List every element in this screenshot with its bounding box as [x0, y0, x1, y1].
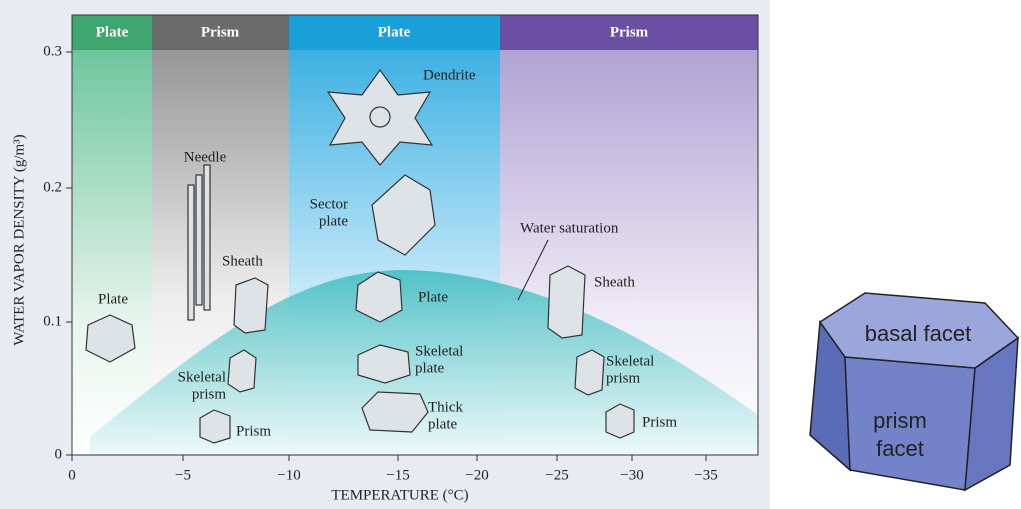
- facet-label: basal facet: [865, 321, 971, 346]
- crystal-label: Needle: [184, 149, 227, 165]
- x-tick-label: −20: [465, 467, 488, 483]
- y-axis-label: WATER VAPOR DENSITY (g/m³): [11, 134, 27, 345]
- x-tick-label: −30: [620, 467, 643, 483]
- region-label: Prism: [610, 24, 649, 40]
- y-tick-label: 0.2: [43, 179, 62, 195]
- x-axis-label: TEMPERATURE (°C): [331, 487, 468, 503]
- crystal-label: Thick: [428, 399, 463, 415]
- x-tick-label: 0: [68, 467, 76, 483]
- crystal-label: Skeletal: [178, 369, 226, 385]
- facet-label: prism: [873, 408, 927, 433]
- region-label: Plate: [96, 24, 129, 40]
- crystal-label: prism: [192, 386, 227, 402]
- x-tick-label: −15: [386, 467, 409, 483]
- region-label: Plate: [378, 24, 411, 40]
- crystal-label: Dendrite: [423, 67, 476, 83]
- crystal-label: Plate: [98, 291, 128, 307]
- crystal-label: Prism: [642, 414, 677, 430]
- facet-diagram: [809, 292, 1020, 492]
- crystal-label: Sheath: [222, 253, 263, 269]
- annotation: Water saturation: [520, 220, 619, 236]
- x-tick-label: −10: [277, 467, 300, 483]
- x-tick-label: −35: [694, 467, 717, 483]
- y-tick-label: 0.1: [43, 313, 62, 329]
- crystal-label: plate: [415, 360, 444, 376]
- crystal-label: Plate: [418, 289, 448, 305]
- region-header: [152, 15, 289, 50]
- y-tick-label: 0: [55, 446, 63, 462]
- x-tick-label: −25: [545, 467, 568, 483]
- crystal-label: Prism: [236, 423, 271, 439]
- annotation-line: [517, 239, 549, 301]
- crystal-label: Sheath: [594, 274, 635, 290]
- y-tick-label: 0.3: [43, 43, 62, 59]
- crystal-label: Sector: [310, 196, 348, 212]
- axis-ticks: 0 0.1 0.2 0.3 0 −5 −10 −15 −20 −25 −30 −35: [43, 43, 717, 483]
- region-header: [289, 15, 500, 50]
- crystal-label: plate: [319, 213, 348, 229]
- crystal-label: plate: [428, 416, 457, 432]
- crystal-shapes: [85, 68, 635, 444]
- plot-frame: [71, 14, 759, 456]
- region-bg: [72, 15, 152, 455]
- crystal-label: prism: [606, 370, 641, 386]
- facet-label: facet: [876, 436, 924, 461]
- region-header: [72, 15, 152, 50]
- region-label: Prism: [201, 24, 240, 40]
- crystal-label: Skeletal: [606, 353, 654, 369]
- region-header: [500, 15, 758, 50]
- crystal-label: Skeletal: [415, 343, 463, 359]
- x-tick-label: −5: [175, 467, 191, 483]
